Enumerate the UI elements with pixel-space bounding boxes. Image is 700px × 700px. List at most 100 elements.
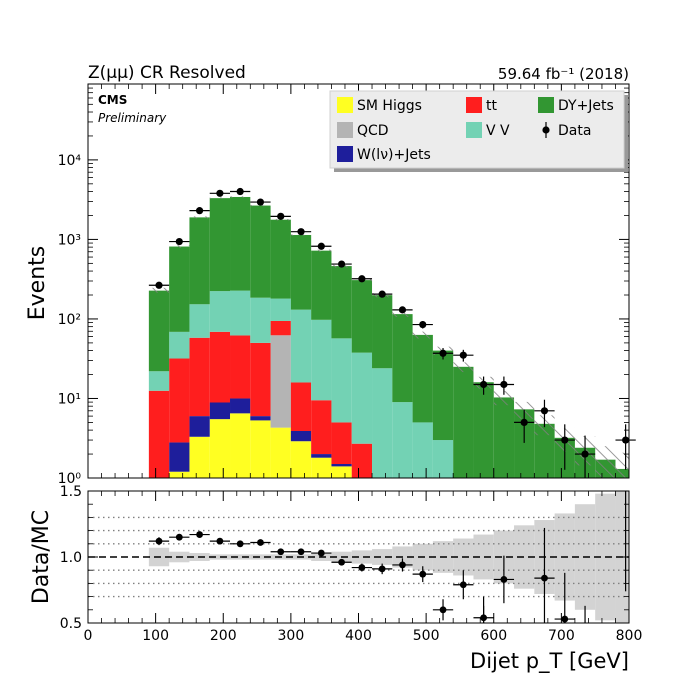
bar-sm-higgs-6 bbox=[209, 419, 231, 478]
preliminary-label: Preliminary bbox=[98, 111, 167, 125]
bar-tt-4 bbox=[169, 358, 190, 443]
ratio-point-5 bbox=[257, 539, 264, 546]
data-point-12 bbox=[398, 306, 407, 314]
main-ytick-label-3: 10³ bbox=[58, 232, 81, 248]
ratio-point-4 bbox=[236, 540, 244, 548]
bar-dy-jets-13 bbox=[351, 280, 373, 353]
ratio-point-7 bbox=[297, 548, 305, 556]
ratio-xtick-label-8: 800 bbox=[616, 628, 643, 644]
ratio-point-11 bbox=[378, 565, 386, 573]
unc-hatch-20 bbox=[493, 391, 515, 406]
bar-dy-jets-3 bbox=[148, 290, 170, 372]
data-point-6 bbox=[277, 212, 285, 220]
ratio-xtick-label-7: 700 bbox=[548, 628, 575, 644]
unc-hatch-26 bbox=[615, 452, 629, 478]
data-point-20 bbox=[561, 436, 569, 444]
data-points bbox=[148, 187, 636, 478]
legend-label-v-v: V V bbox=[486, 123, 510, 139]
bar-tt-12 bbox=[331, 422, 352, 464]
data-point-0 bbox=[155, 281, 163, 289]
bar-v-v-16 bbox=[412, 422, 433, 478]
ratio-xtick-label-5: 500 bbox=[413, 628, 440, 644]
bar-tt-6 bbox=[209, 331, 231, 403]
ratio-xtick-label-6: 600 bbox=[480, 628, 507, 644]
bar-dy-jets-6 bbox=[209, 198, 231, 292]
bar-dy-jets-14 bbox=[372, 295, 393, 369]
bar-tt-5 bbox=[189, 337, 210, 417]
bar-sm-higgs-10 bbox=[290, 441, 312, 478]
unc-hatch-6 bbox=[209, 197, 231, 199]
data-point-16 bbox=[480, 380, 488, 389]
bar-dy-jets-17 bbox=[432, 350, 454, 441]
bar-v-v-17 bbox=[432, 440, 454, 478]
bar-dy-jets-5 bbox=[189, 217, 210, 305]
legend-label-qcd: QCD bbox=[357, 123, 389, 139]
ratio-band-bin-8 bbox=[250, 554, 271, 560]
data-point-7 bbox=[297, 228, 305, 236]
bar-tt-3 bbox=[148, 390, 170, 478]
ratio-xtick-label-0: 0 bbox=[84, 628, 93, 644]
y-axis-label-main: Events bbox=[25, 246, 50, 321]
data-point-14 bbox=[439, 349, 447, 357]
main-ytick-label-2: 10² bbox=[58, 312, 81, 328]
ratio-point-3 bbox=[216, 537, 224, 545]
main-ytick-label-0: 10⁰ bbox=[58, 471, 82, 487]
legend-label-tt: tt bbox=[486, 98, 497, 114]
bar-v-v-7 bbox=[230, 290, 251, 336]
main-ytick-label-4: 10⁴ bbox=[58, 153, 82, 169]
ratio-xtick-label-1: 100 bbox=[142, 628, 169, 644]
legend-swatch-v-v bbox=[466, 122, 482, 138]
ratio-point-12 bbox=[399, 561, 406, 569]
ratio-point-9 bbox=[338, 558, 345, 566]
bar-sm-higgs-7 bbox=[230, 413, 251, 478]
y-axis-label-ratio: Data/MC bbox=[29, 510, 54, 604]
data-point-17 bbox=[500, 380, 508, 389]
ratio-point-10 bbox=[358, 564, 366, 571]
data-point-19 bbox=[540, 407, 549, 415]
unc-hatch-25 bbox=[595, 446, 616, 478]
bar-dy-jets-12 bbox=[331, 266, 352, 339]
ratio-xtick-label-2: 200 bbox=[210, 628, 237, 644]
bar-tt-10 bbox=[290, 382, 312, 431]
main-ytick-label-1: 10¹ bbox=[58, 391, 81, 407]
bar-dy-jets-16 bbox=[412, 334, 433, 423]
data-point-3 bbox=[216, 189, 224, 197]
bar-v-v-12 bbox=[331, 338, 352, 423]
ratio-point-19 bbox=[561, 615, 569, 623]
bar-v-v-13 bbox=[351, 352, 373, 444]
bar-sm-higgs-5 bbox=[189, 436, 210, 478]
legend-swatch-qcd bbox=[337, 122, 353, 138]
bar-dy-jets-11 bbox=[311, 250, 332, 320]
data-point-2 bbox=[195, 207, 204, 215]
unc-hatch-5 bbox=[189, 216, 210, 219]
bar-w-l-jets-12 bbox=[331, 463, 352, 467]
legend-data-marker bbox=[542, 126, 550, 134]
legend-label-data: Data bbox=[558, 123, 591, 139]
legend-label-dy-jets: DY+Jets bbox=[558, 98, 614, 114]
bar-sm-higgs-9 bbox=[270, 427, 291, 478]
bar-v-v-5 bbox=[189, 304, 210, 338]
unc-hatch-4 bbox=[169, 245, 190, 248]
bar-sm-higgs-11 bbox=[311, 457, 332, 478]
legend-label-sm-higgs: SM Higgs bbox=[357, 98, 422, 114]
bar-v-v-3 bbox=[148, 371, 170, 391]
bar-w-l-jets-5 bbox=[189, 416, 210, 437]
ratio-band-bin-13 bbox=[351, 550, 373, 564]
bar-v-v-9 bbox=[270, 298, 291, 321]
data-point-15 bbox=[459, 351, 467, 359]
chart-title: Z(μμ) CR Resolved bbox=[88, 63, 246, 83]
main-panel-axes: 10⁰ 10¹ 10² 10³ 10⁴ bbox=[58, 83, 630, 487]
stacked-histogram bbox=[148, 196, 629, 478]
cms-label: CMS bbox=[98, 93, 127, 107]
bar-tt-9 bbox=[270, 320, 291, 336]
bar-sm-higgs-4 bbox=[169, 471, 190, 478]
bar-dy-jets-22 bbox=[534, 423, 555, 478]
legend-swatch-sm-higgs bbox=[337, 97, 353, 113]
legend-swatch-tt bbox=[466, 97, 482, 113]
bar-dy-jets-21 bbox=[514, 409, 535, 478]
bar-dy-jets-18 bbox=[453, 366, 474, 478]
ratio-band-bin-6 bbox=[209, 554, 231, 560]
ratio-point-13 bbox=[419, 570, 427, 578]
ratio-point-6 bbox=[277, 548, 285, 556]
